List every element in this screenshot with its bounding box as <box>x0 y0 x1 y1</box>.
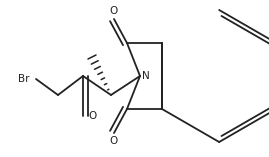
Text: O: O <box>110 136 118 146</box>
Text: N: N <box>142 71 150 81</box>
Text: Br: Br <box>18 74 30 84</box>
Text: O: O <box>110 6 118 16</box>
Text: O: O <box>88 111 96 121</box>
